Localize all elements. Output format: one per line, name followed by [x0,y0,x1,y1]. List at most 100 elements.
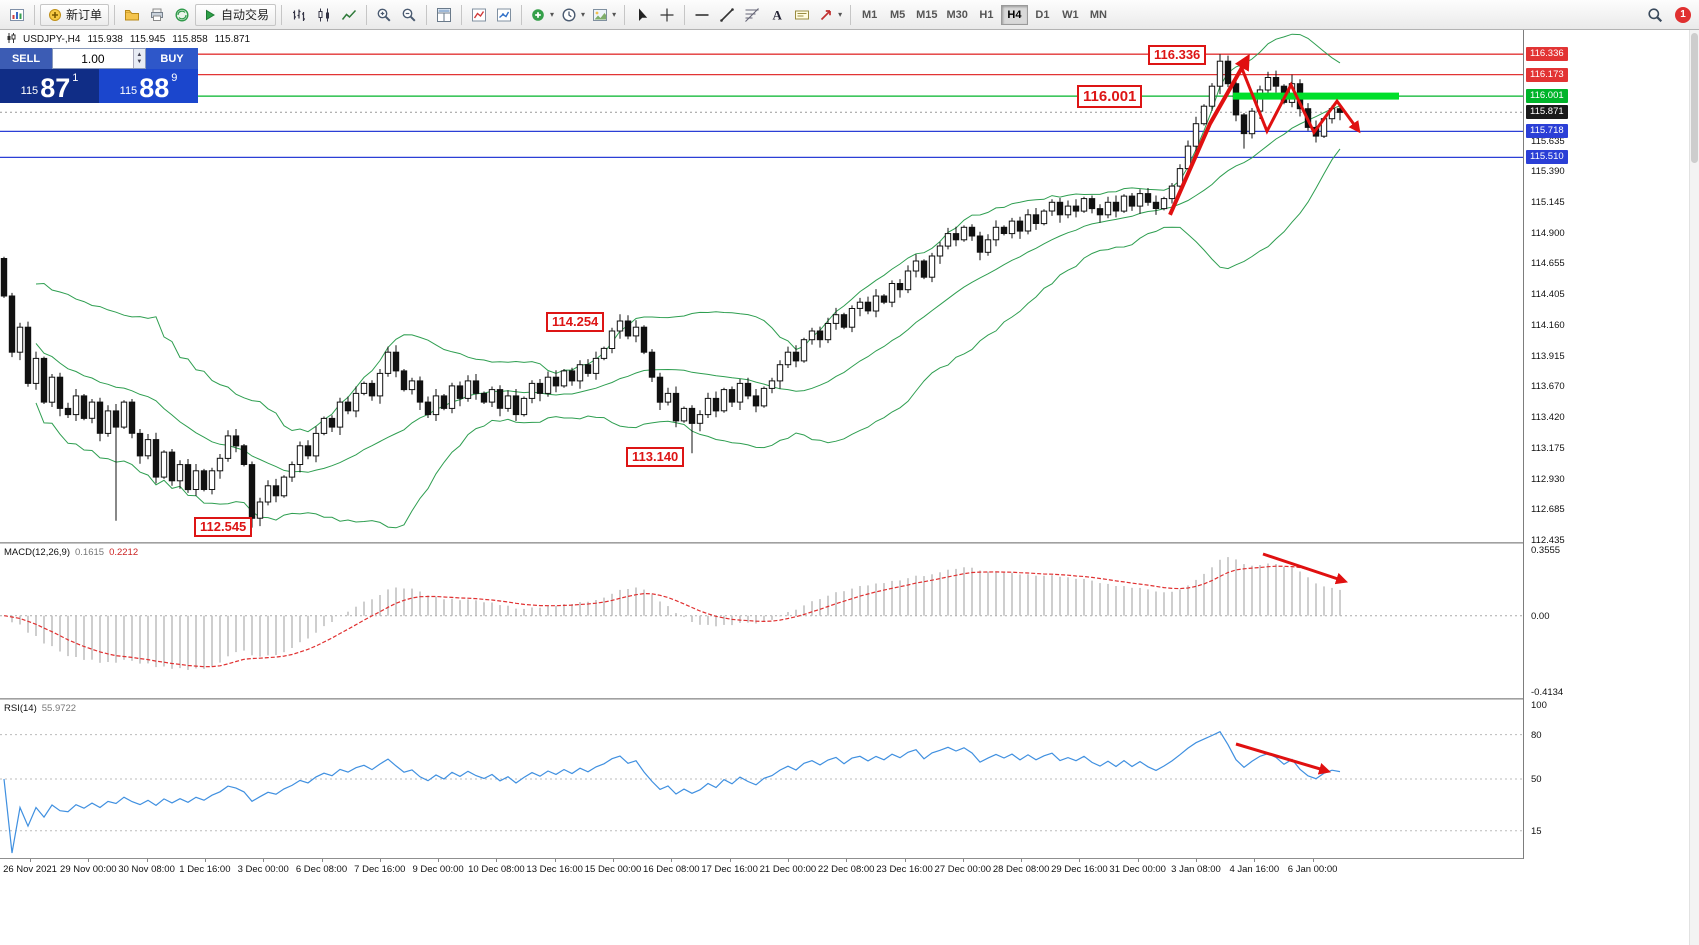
templates-icon[interactable]: ▾ [589,4,619,26]
vertical-scrollbar[interactable] [1689,30,1699,945]
rsi-panel-canvas[interactable] [0,700,1523,858]
time-label: 1 Dec 16:00 [179,864,231,875]
timeframe-H1[interactable]: H1 [973,5,1000,25]
chart-title: USDJPY-,H4 [23,34,81,45]
text-icon[interactable]: A [765,4,789,26]
macd-scale-label: -0.4134 [1531,687,1564,698]
time-label: 3 Dec 00:00 [237,864,289,875]
bar-chart-icon[interactable] [287,4,311,26]
ask-price[interactable]: 115 88 9 [99,69,198,103]
macd-signal-value: 0.2212 [109,547,139,558]
bid-big-figure: 87 [40,73,71,103]
profiles-icon[interactable] [120,4,144,26]
macd-scale-label: 0.3555 [1531,545,1561,556]
time-tick [962,859,964,862]
time-label: 30 Nov 08:00 [118,864,175,875]
price-tag: 115.510 [1526,150,1568,165]
community-icon[interactable] [170,4,194,26]
time-tick [30,859,31,862]
chart-symbol-icon [6,33,16,46]
timeframe-H4[interactable]: H4 [1000,4,1028,25]
panel-separator[interactable] [0,698,1699,700]
main-toolbar: 新订单 自动交易 ▾ ▾ ▾ A ▾ M1 M5 M15 M30 H1 H4 D1 W1 MN 1 [0,0,1699,30]
search-icon[interactable] [1640,3,1670,27]
new-order-button[interactable]: 新订单 [40,3,110,26]
stepper-down-icon[interactable]: ▼ [136,58,143,65]
text-label-icon[interactable] [790,4,814,26]
macd-scale-label: 0.00 [1531,610,1550,622]
notification-badge[interactable]: 1 [1675,6,1691,23]
chevron-down-icon: ▾ [581,10,586,19]
time-label: 9 Dec 00:00 [412,864,464,875]
candlestick-chart-icon[interactable] [312,4,336,26]
timeframe-M5[interactable]: M5 [884,5,911,25]
time-axis[interactable]: 26 Nov 2021 29 Nov 00:00 30 Nov 08:00 1 Dec… [0,859,1523,879]
ask-prefix: 115 [119,85,138,97]
toolbar-separator [461,4,463,25]
time-label: 4 Jan 16:00 [1229,864,1280,875]
sell-button[interactable]: SELL [0,48,52,69]
timeframe-M1[interactable]: M1 [856,5,883,25]
toolbar-buttons: 新订单 自动交易 ▾ ▾ ▾ A ▾ M1 M5 M15 M30 H1 H4 D1 W1 MN [5,3,1112,26]
volume-input[interactable] [53,49,133,68]
cursor-icon[interactable] [630,4,654,26]
periods-icon[interactable]: ▾ [558,4,588,26]
timeframe-W1[interactable]: W1 [1057,5,1084,25]
auto-trading-label: 自动交易 [221,8,270,22]
time-tick [1021,859,1023,862]
volume-stepper[interactable]: ▲ ▼ [132,49,145,68]
timeframe-M30[interactable]: M30 [943,5,972,25]
svg-text:A: A [773,7,783,22]
time-label: 7 Dec 16:00 [354,864,406,875]
arrows-icon[interactable]: ▾ [815,4,845,26]
panel-separator[interactable] [0,542,1699,544]
rsi-value: 55.9722 [41,703,77,714]
price-axis[interactable]: 115.635 115.390 115.145 114.900 114.655 114.4… [1523,30,1691,859]
trendline-icon[interactable] [715,4,739,26]
tile-windows-icon[interactable] [432,4,456,26]
price-tag: 116.173 [1526,67,1568,82]
horizontal-line-icon[interactable] [690,4,714,26]
toolbar-separator [521,4,523,25]
macd-main-value: 0.1615 [75,547,105,558]
time-tick [146,859,148,862]
timeframe-D1[interactable]: D1 [1029,5,1056,25]
time-label: 22 Dec 08:00 [817,864,875,875]
indicators-icon[interactable] [467,4,491,26]
crosshair-icon[interactable] [655,4,679,26]
zoom-in-icon[interactable] [372,4,396,26]
time-tick [263,859,265,862]
fibonacci-icon[interactable] [740,4,764,26]
timeframe-MN[interactable]: MN [1085,5,1112,25]
time-label: 27 Dec 00:00 [934,864,992,875]
time-tick [88,859,90,862]
price-scale-label: 115.635 [1531,135,1565,147]
stepper-up-icon[interactable]: ▲ [136,51,143,58]
main-chart-canvas[interactable] [0,30,1523,542]
time-label: 17 Dec 16:00 [701,864,758,875]
macd-name: MACD(12,26,9) [4,547,70,558]
new-chart-icon[interactable] [5,4,29,26]
zoom-out-icon[interactable] [397,4,421,26]
bid-price[interactable]: 115 87 1 [0,69,99,103]
time-label: 3 Jan 08:00 [1171,864,1221,875]
auto-trading-button[interactable]: 自动交易 [195,3,277,26]
time-label: 31 Dec 00:00 [1109,864,1166,875]
buy-button[interactable]: BUY [146,48,198,69]
scrollbar-thumb[interactable] [1691,33,1698,163]
line-chart-icon[interactable] [337,4,361,26]
price-scale-label: 113.420 [1531,412,1565,424]
toolbar-separator [850,4,852,25]
time-label: 6 Dec 08:00 [295,864,348,875]
objects-icon[interactable] [492,4,516,26]
print-icon[interactable] [145,4,169,26]
time-label: 6 Jan 00:00 [1287,864,1338,875]
add-indicator-icon[interactable]: ▾ [527,4,557,26]
macd-panel-canvas[interactable] [0,544,1523,698]
price-tag: 115.871 [1526,105,1568,120]
ohlc-open: 115.938 [87,34,123,45]
timeframe-M15[interactable]: M15 [912,5,941,25]
time-tick [904,859,906,862]
